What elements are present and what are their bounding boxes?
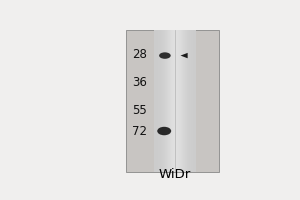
Text: 28: 28 (132, 48, 147, 61)
Text: 55: 55 (132, 104, 147, 117)
Ellipse shape (157, 127, 171, 135)
Bar (126, 30, 219, 172)
Polygon shape (181, 53, 188, 58)
Ellipse shape (159, 52, 171, 59)
Text: 36: 36 (132, 76, 147, 89)
Text: WiDr: WiDr (158, 168, 191, 181)
Text: 72: 72 (132, 125, 147, 138)
